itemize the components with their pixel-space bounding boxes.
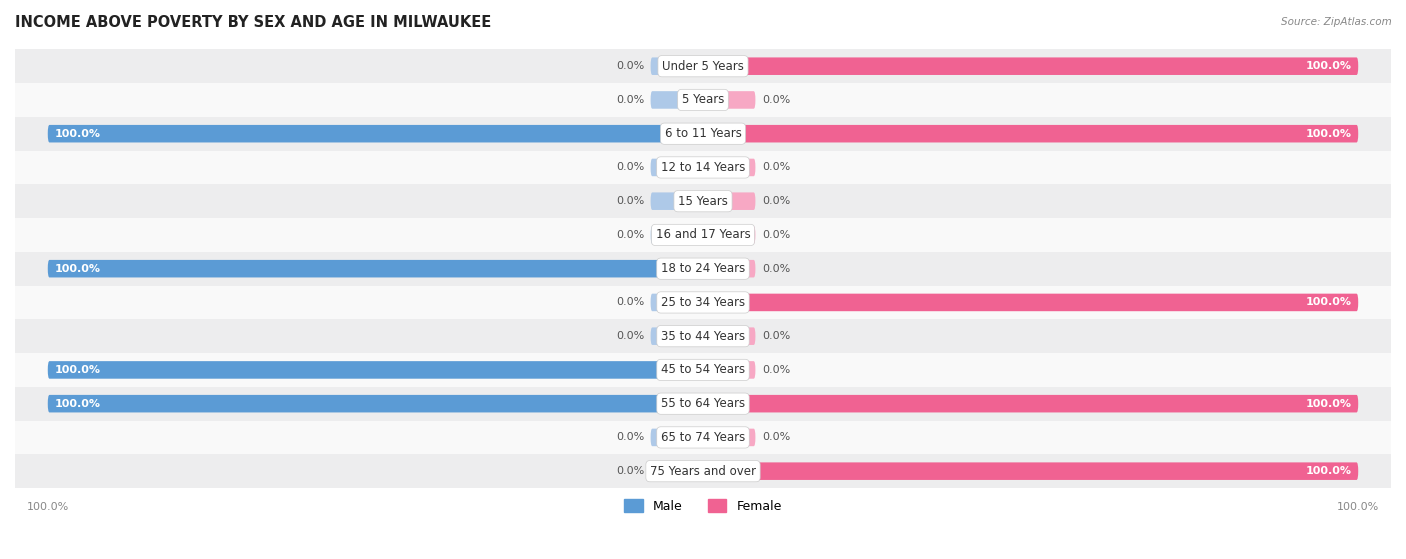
FancyBboxPatch shape (651, 429, 703, 446)
FancyBboxPatch shape (15, 49, 1391, 83)
FancyBboxPatch shape (48, 361, 703, 378)
FancyBboxPatch shape (48, 395, 703, 413)
FancyBboxPatch shape (651, 192, 703, 210)
FancyBboxPatch shape (651, 293, 703, 311)
Text: 100.0%: 100.0% (55, 399, 100, 409)
Text: 75 Years and over: 75 Years and over (650, 465, 756, 477)
Text: 0.0%: 0.0% (616, 61, 644, 71)
Text: 100.0%: 100.0% (1306, 399, 1351, 409)
FancyBboxPatch shape (15, 319, 1391, 353)
FancyBboxPatch shape (703, 226, 755, 244)
Text: 5 Years: 5 Years (682, 93, 724, 106)
Text: 100.0%: 100.0% (1306, 297, 1351, 307)
Text: 0.0%: 0.0% (616, 196, 644, 206)
FancyBboxPatch shape (703, 159, 755, 176)
Text: Source: ZipAtlas.com: Source: ZipAtlas.com (1281, 17, 1392, 27)
Text: 100.0%: 100.0% (1306, 61, 1351, 71)
Text: 15 Years: 15 Years (678, 195, 728, 208)
FancyBboxPatch shape (703, 125, 1358, 143)
Text: 45 to 54 Years: 45 to 54 Years (661, 363, 745, 376)
FancyBboxPatch shape (651, 159, 703, 176)
FancyBboxPatch shape (703, 91, 755, 108)
FancyBboxPatch shape (703, 293, 1358, 311)
Text: 12 to 14 Years: 12 to 14 Years (661, 161, 745, 174)
FancyBboxPatch shape (15, 286, 1391, 319)
FancyBboxPatch shape (48, 125, 703, 143)
FancyBboxPatch shape (15, 150, 1391, 184)
Text: 0.0%: 0.0% (616, 163, 644, 172)
Text: 25 to 34 Years: 25 to 34 Years (661, 296, 745, 309)
FancyBboxPatch shape (703, 429, 755, 446)
Text: 0.0%: 0.0% (616, 331, 644, 341)
FancyBboxPatch shape (15, 252, 1391, 286)
FancyBboxPatch shape (15, 184, 1391, 218)
FancyBboxPatch shape (651, 328, 703, 345)
Text: 65 to 74 Years: 65 to 74 Years (661, 431, 745, 444)
Text: 35 to 44 Years: 35 to 44 Years (661, 330, 745, 343)
Text: 100.0%: 100.0% (55, 264, 100, 274)
Text: 0.0%: 0.0% (616, 95, 644, 105)
FancyBboxPatch shape (15, 218, 1391, 252)
FancyBboxPatch shape (703, 361, 755, 378)
FancyBboxPatch shape (15, 117, 1391, 150)
Text: 0.0%: 0.0% (616, 433, 644, 442)
FancyBboxPatch shape (703, 192, 755, 210)
Text: 0.0%: 0.0% (616, 297, 644, 307)
FancyBboxPatch shape (703, 260, 755, 277)
FancyBboxPatch shape (703, 462, 1358, 480)
Text: 100.0%: 100.0% (55, 365, 100, 375)
Text: 0.0%: 0.0% (616, 466, 644, 476)
Text: Under 5 Years: Under 5 Years (662, 60, 744, 73)
FancyBboxPatch shape (651, 91, 703, 108)
Text: 100.0%: 100.0% (55, 129, 100, 139)
FancyBboxPatch shape (15, 387, 1391, 420)
FancyBboxPatch shape (703, 328, 755, 345)
FancyBboxPatch shape (15, 83, 1391, 117)
Text: 18 to 24 Years: 18 to 24 Years (661, 262, 745, 275)
Text: 0.0%: 0.0% (762, 331, 790, 341)
Text: 0.0%: 0.0% (762, 264, 790, 274)
FancyBboxPatch shape (651, 462, 703, 480)
FancyBboxPatch shape (15, 420, 1391, 454)
FancyBboxPatch shape (15, 353, 1391, 387)
Text: 0.0%: 0.0% (762, 95, 790, 105)
Text: 100.0%: 100.0% (1306, 466, 1351, 476)
Text: 0.0%: 0.0% (762, 365, 790, 375)
Text: 0.0%: 0.0% (762, 433, 790, 442)
FancyBboxPatch shape (651, 226, 703, 244)
Text: 16 and 17 Years: 16 and 17 Years (655, 229, 751, 241)
Legend: Male, Female: Male, Female (619, 494, 787, 518)
Text: 55 to 64 Years: 55 to 64 Years (661, 397, 745, 410)
FancyBboxPatch shape (651, 58, 703, 75)
FancyBboxPatch shape (15, 454, 1391, 488)
Text: 0.0%: 0.0% (616, 230, 644, 240)
FancyBboxPatch shape (703, 395, 1358, 413)
Text: 100.0%: 100.0% (1306, 129, 1351, 139)
FancyBboxPatch shape (48, 260, 703, 277)
FancyBboxPatch shape (703, 58, 1358, 75)
Text: 6 to 11 Years: 6 to 11 Years (665, 127, 741, 140)
Text: 0.0%: 0.0% (762, 163, 790, 172)
Text: INCOME ABOVE POVERTY BY SEX AND AGE IN MILWAUKEE: INCOME ABOVE POVERTY BY SEX AND AGE IN M… (15, 15, 491, 30)
Text: 0.0%: 0.0% (762, 230, 790, 240)
Text: 0.0%: 0.0% (762, 196, 790, 206)
